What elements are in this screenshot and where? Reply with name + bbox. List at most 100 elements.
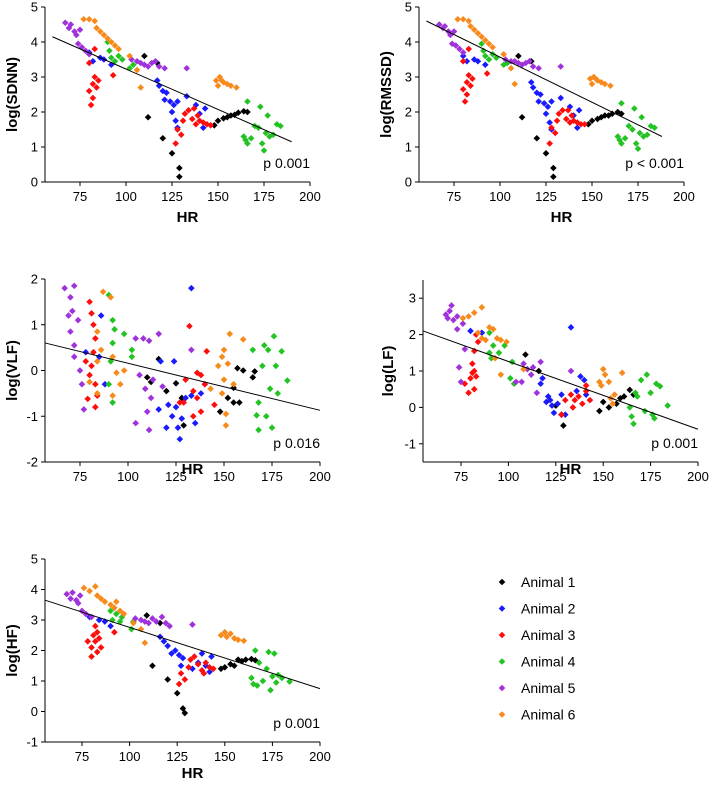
data-point bbox=[141, 52, 148, 60]
data-point bbox=[147, 394, 155, 402]
data-point bbox=[439, 24, 447, 32]
y-tick-label: 4 bbox=[31, 35, 38, 50]
data-point bbox=[472, 331, 480, 338]
series-animal-6 bbox=[80, 15, 240, 91]
data-point bbox=[137, 84, 145, 91]
data-point bbox=[210, 665, 217, 673]
data-point bbox=[564, 106, 572, 114]
data-point bbox=[220, 346, 228, 354]
y-tick-label: 5 bbox=[405, 0, 412, 15]
data-point bbox=[192, 120, 200, 128]
x-tick-label: 75 bbox=[454, 469, 468, 484]
data-point bbox=[179, 654, 187, 662]
data-point bbox=[463, 91, 471, 98]
data-point bbox=[582, 382, 590, 389]
data-point bbox=[80, 584, 88, 592]
data-point bbox=[465, 17, 473, 25]
data-point bbox=[577, 120, 585, 128]
data-point bbox=[217, 631, 225, 639]
data-point bbox=[143, 408, 151, 415]
data-point bbox=[599, 365, 607, 373]
data-point bbox=[88, 644, 95, 651]
data-point bbox=[165, 401, 172, 409]
data-point bbox=[89, 80, 97, 88]
data-point bbox=[76, 367, 84, 374]
data-point bbox=[518, 378, 525, 386]
data-point bbox=[111, 628, 118, 636]
legend: Animal 1 Animal 2 Animal 3 Animal 4 Animal 5… bbox=[498, 574, 576, 723]
data-point bbox=[535, 98, 542, 105]
series-animal-5 bbox=[61, 19, 191, 72]
x-tick-label: 125 bbox=[161, 189, 183, 204]
data-point bbox=[651, 124, 658, 132]
data-point bbox=[61, 19, 69, 27]
x-axis-label: HR bbox=[182, 765, 204, 782]
data-point bbox=[140, 335, 147, 342]
data-point bbox=[474, 57, 482, 65]
data-point bbox=[128, 353, 136, 361]
data-point bbox=[115, 52, 122, 60]
series-animal-4 bbox=[104, 38, 284, 154]
legend-label: Animal 4 bbox=[521, 654, 576, 670]
y-tick-label: -1 bbox=[26, 409, 38, 424]
data-point bbox=[448, 40, 456, 48]
data-point bbox=[91, 45, 99, 53]
series-animal-6 bbox=[80, 583, 248, 647]
data-point bbox=[143, 612, 151, 619]
series-animal-2 bbox=[467, 324, 590, 418]
data-point bbox=[224, 360, 232, 367]
y-tick-label: -2 bbox=[26, 455, 38, 470]
data-point bbox=[450, 28, 458, 35]
data-point bbox=[500, 61, 507, 69]
data-point bbox=[609, 400, 616, 408]
data-point bbox=[554, 400, 561, 408]
data-point bbox=[93, 390, 101, 397]
regression-line bbox=[52, 36, 292, 143]
data-point bbox=[469, 369, 476, 377]
data-point bbox=[188, 284, 195, 292]
data-point bbox=[465, 313, 472, 320]
data-point bbox=[111, 42, 119, 49]
data-point bbox=[113, 369, 120, 377]
legend-item: Animal 1 bbox=[498, 574, 576, 590]
data-point bbox=[561, 396, 569, 404]
data-point bbox=[172, 117, 179, 125]
data-point bbox=[551, 129, 559, 137]
data-point bbox=[149, 662, 156, 670]
data-point bbox=[69, 307, 76, 315]
data-point bbox=[176, 399, 184, 406]
x-axis-label: HR bbox=[551, 209, 573, 226]
y-axis-label: log(VLF) bbox=[4, 340, 21, 401]
data-point bbox=[643, 131, 651, 139]
data-point bbox=[85, 15, 93, 23]
data-point bbox=[161, 96, 168, 104]
data-point bbox=[474, 329, 482, 337]
series-animal-1 bbox=[143, 355, 259, 429]
data-point bbox=[269, 673, 276, 680]
data-point bbox=[542, 150, 550, 157]
data-point bbox=[441, 22, 449, 30]
data-point bbox=[459, 52, 467, 60]
data-point bbox=[185, 663, 192, 671]
data-point bbox=[618, 140, 625, 147]
data-point bbox=[203, 347, 211, 355]
data-point bbox=[177, 131, 185, 139]
data-point bbox=[130, 61, 137, 69]
legend-marker-icon bbox=[498, 631, 506, 639]
data-point bbox=[214, 362, 222, 370]
data-point bbox=[80, 15, 87, 23]
x-tick-label: 125 bbox=[166, 749, 188, 764]
data-point bbox=[175, 651, 183, 659]
data-point bbox=[512, 378, 520, 386]
data-point bbox=[459, 57, 467, 65]
data-point bbox=[242, 656, 250, 663]
data-point bbox=[170, 358, 178, 365]
data-point bbox=[159, 87, 167, 95]
series-animal-6 bbox=[454, 15, 614, 90]
data-point bbox=[511, 80, 519, 88]
data-point bbox=[249, 374, 257, 381]
data-point bbox=[107, 607, 114, 615]
data-point bbox=[91, 17, 99, 25]
data-point bbox=[236, 399, 243, 406]
data-point bbox=[618, 99, 625, 107]
